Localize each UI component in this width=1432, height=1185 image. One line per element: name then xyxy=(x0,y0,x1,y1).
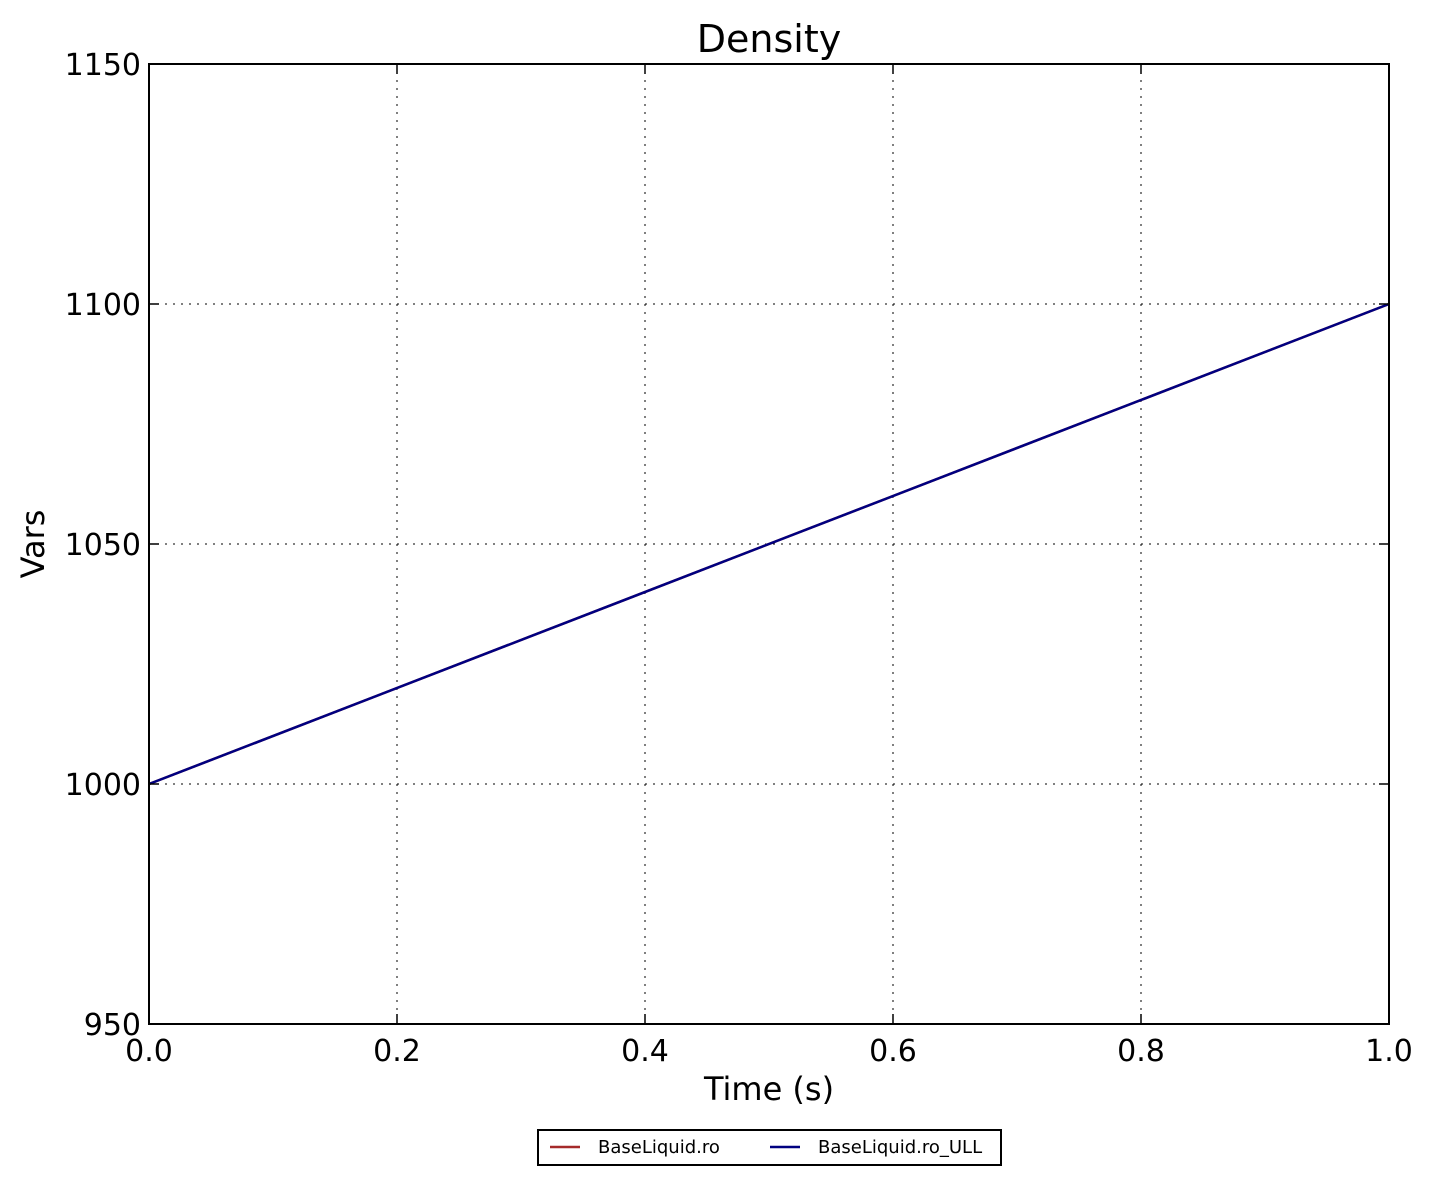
axis-ticks xyxy=(148,63,1390,1025)
legend-box xyxy=(537,1129,1002,1166)
y-tick-label: 1000 xyxy=(65,768,141,803)
y-tick-label: 1150 xyxy=(65,48,141,83)
x-tick-labels: 0.0 0.2 0.4 0.6 0.8 1.0 xyxy=(125,1034,1413,1069)
x-tick-label: 0.8 xyxy=(1117,1034,1165,1069)
y-tick-labels: 950 1000 1050 1100 1150 xyxy=(65,48,141,1043)
x-tick-label: 0.2 xyxy=(373,1034,421,1069)
x-tick-label: 0.6 xyxy=(869,1034,917,1069)
series-lines xyxy=(148,302,1390,786)
chart-title: Density xyxy=(697,17,841,61)
legend-label: BaseLiquid.ro xyxy=(598,1137,720,1158)
y-tick-label: 950 xyxy=(84,1008,141,1043)
x-tick-label: 0.0 xyxy=(125,1034,173,1069)
x-axis-label: Time (s) xyxy=(703,1070,834,1108)
y-tick-label: 1050 xyxy=(65,528,141,563)
legend-label: BaseLiquid.ro_ULL xyxy=(818,1137,982,1158)
series-line xyxy=(148,302,1390,786)
y-axis-label: Vars xyxy=(14,510,52,579)
x-tick-label: 1.0 xyxy=(1365,1034,1413,1069)
x-tick-label: 0.4 xyxy=(621,1034,669,1069)
y-tick-label: 1100 xyxy=(65,288,141,323)
legend: BaseLiquid.ro BaseLiquid.ro_ULL xyxy=(537,1129,1002,1166)
